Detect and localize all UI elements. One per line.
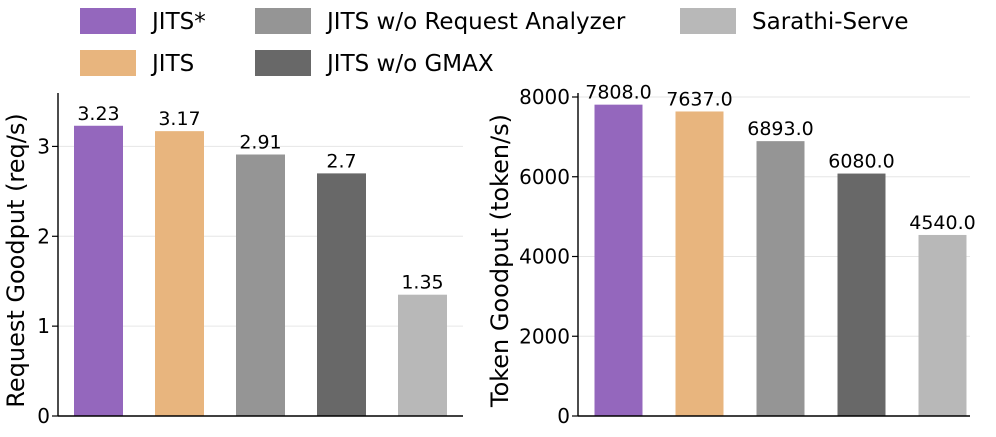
- legend-label-4: Sarathi-Serve: [752, 9, 909, 35]
- y-tick-label-3: 3: [37, 134, 50, 158]
- bar-4: [398, 294, 447, 416]
- bar-1: [675, 111, 724, 417]
- y-tick-label-4: 8000: [519, 85, 570, 109]
- y-tick-label-1: 2000: [519, 324, 570, 348]
- legend-swatch-0: [80, 8, 136, 34]
- legend: JITS* JITS JITS w/o Request Analyzer JITS w…: [80, 8, 909, 77]
- value-label-4: 4540.0: [909, 212, 975, 234]
- y-tick-label-1: 1: [37, 314, 50, 338]
- legend-label-1: JITS: [150, 51, 194, 77]
- value-label-1: 7637.0: [666, 88, 732, 110]
- value-label-1: 3.17: [158, 108, 200, 130]
- legend-label-3: JITS w/o GMAX: [325, 51, 494, 77]
- value-label-2: 2.91: [239, 132, 281, 154]
- value-label-0: 3.23: [77, 103, 119, 125]
- legend-swatch-1: [80, 50, 136, 76]
- request-goodput-chart: 0 1 2 3 3.23 3.17 2.91 2.7 1.35 Request Goodput (…: [2, 93, 463, 428]
- y-tick-label-0: 0: [557, 404, 570, 428]
- bar-1: [155, 131, 204, 416]
- legend-label-0: JITS*: [150, 9, 206, 35]
- bar-3: [837, 173, 886, 416]
- bar-2: [756, 141, 805, 416]
- bar-4: [918, 234, 967, 416]
- bar-0: [74, 125, 123, 416]
- value-label-0: 7808.0: [585, 82, 651, 104]
- legend-swatch-3: [255, 50, 311, 76]
- y-tick-label-3: 6000: [519, 165, 570, 189]
- legend-swatch-2: [255, 8, 311, 34]
- y-axis-title: Token Goodput (token/s): [486, 114, 514, 408]
- token-goodput-chart: 0 2000 4000 6000 8000 7808.0 7637.0 6893.0 6080.…: [486, 82, 976, 428]
- value-label-4: 1.35: [401, 272, 443, 294]
- value-label-3: 6080.0: [828, 151, 894, 173]
- bar-2: [236, 154, 285, 416]
- y-tick-label-2: 2: [37, 224, 50, 248]
- legend-label-2: JITS w/o Request Analyzer: [325, 9, 626, 35]
- bar-3: [317, 173, 366, 416]
- y-axis-title: Request Goodput (req/s): [2, 113, 30, 407]
- legend-swatch-4: [680, 8, 736, 34]
- bar-0: [594, 104, 643, 416]
- y-tick-label-0: 0: [37, 404, 50, 428]
- y-tick-label-2: 4000: [519, 245, 570, 269]
- value-label-2: 6893.0: [747, 118, 813, 140]
- value-label-3: 2.7: [326, 150, 356, 172]
